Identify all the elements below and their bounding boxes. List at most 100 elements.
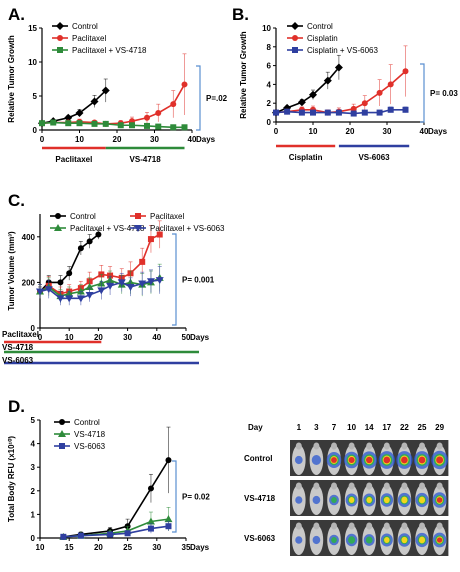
x-tick-label-a: 30 xyxy=(150,135,159,144)
data-point-c-3 xyxy=(146,278,155,286)
legend-label-c: Paclitaxel xyxy=(150,212,184,221)
mouse-image xyxy=(292,442,306,475)
y-tick-label-a: 15 xyxy=(28,24,37,33)
treatment-label-c: VS-6063 xyxy=(2,356,34,365)
data-point-b-2 xyxy=(324,109,331,116)
mouse-head xyxy=(436,482,443,490)
x-tick-label-c: 10 xyxy=(65,333,74,342)
mouse-image xyxy=(432,522,447,555)
mouse-image xyxy=(292,482,306,515)
series-b-2 xyxy=(273,106,409,117)
y-tick-label-d: 0 xyxy=(31,534,36,543)
data-point-a-1 xyxy=(181,81,188,88)
imaging-day-3: 3 xyxy=(314,423,319,432)
mouse-image xyxy=(327,522,341,555)
signal-yellow xyxy=(401,496,408,504)
mouse-head xyxy=(419,522,425,530)
mouse-head xyxy=(313,522,320,530)
mouse-head xyxy=(419,442,425,450)
y-tick-label-b: 8 xyxy=(267,43,272,52)
legend-label-b: Cisplatin + VS-6063 xyxy=(307,46,378,55)
mouse-image xyxy=(378,442,395,475)
x-tick-label-c: 30 xyxy=(123,333,132,342)
x-tick-label-a: 40 xyxy=(188,135,197,144)
imaging-day-1: 1 xyxy=(297,423,302,432)
mouse-head xyxy=(383,522,390,530)
x-tick-label-d: 10 xyxy=(36,543,45,552)
signal-mid xyxy=(331,536,337,544)
chart-a: 0 10 20 30 40 0 5 10 15 Days Relative Tumor Growth… xyxy=(7,22,228,164)
legend-label-d: VS-6063 xyxy=(74,442,106,451)
panel-label-b: B. xyxy=(232,5,249,24)
data-point-b-2 xyxy=(273,109,279,116)
data-point-c-1 xyxy=(147,236,154,243)
treatment-a-0: Paclitaxel xyxy=(42,146,106,164)
series-a-0 xyxy=(38,78,110,128)
y-axis-label-b: Relative Tumor Growth xyxy=(239,31,248,119)
data-point-c-1 xyxy=(139,258,146,265)
signal-red xyxy=(436,456,444,464)
y-tick-label-c: 0 xyxy=(31,324,36,333)
mouse-image xyxy=(396,442,413,475)
x-tick-label-c: 0 xyxy=(38,333,43,342)
imaging-day-14: 14 xyxy=(365,423,374,432)
x-tick-label-b: 40 xyxy=(420,127,429,136)
mouse-head xyxy=(419,482,425,490)
data-point-c-3 xyxy=(106,282,115,290)
data-point-b-2 xyxy=(298,109,305,116)
mouse-image xyxy=(380,522,394,555)
data-point-c-2 xyxy=(76,287,85,295)
imaging-day-29: 29 xyxy=(435,423,444,432)
data-point-a-2 xyxy=(65,120,72,127)
data-point-b-2 xyxy=(376,109,383,116)
data-point-b-1 xyxy=(387,81,394,88)
legend-label-d: VS-4718 xyxy=(74,430,106,439)
data-point-b-0 xyxy=(297,98,306,107)
x-axis-label-c: Days xyxy=(190,333,210,342)
legend-label-c: Paclitaxel + VS-4718 xyxy=(70,224,145,233)
chart-c: 0 10 20 30 40 50 0 200 400 Days Tumor Volume (mm³)… xyxy=(2,212,225,365)
p-value-d: P= 0.02 xyxy=(182,493,210,502)
legend-marker-c xyxy=(134,225,142,232)
x-tick-label-b: 0 xyxy=(274,127,279,136)
y-tick-label-d: 5 xyxy=(31,416,36,425)
data-point-b-0 xyxy=(309,90,317,99)
panel-label-a: A. xyxy=(8,5,25,24)
y-tick-label-d: 4 xyxy=(31,440,36,449)
signal-mid xyxy=(348,536,356,544)
mouse-head xyxy=(295,442,302,450)
imaging-day-17: 17 xyxy=(382,423,391,432)
treatment-label-b: Cisplatin xyxy=(289,153,323,162)
data-point-a-2 xyxy=(181,124,188,131)
mouse-image xyxy=(344,522,359,555)
data-point-b-1 xyxy=(361,100,368,107)
mouse-head xyxy=(366,522,373,530)
mouse-image xyxy=(343,442,360,475)
signal-yellow xyxy=(384,537,390,543)
panel-label-d: D. xyxy=(8,397,25,416)
data-point-c-0 xyxy=(66,270,73,277)
mouse-head xyxy=(401,442,408,450)
signal-red xyxy=(383,456,391,464)
mouse-image xyxy=(362,482,377,515)
treatment-label-a: VS-4718 xyxy=(130,155,162,164)
y-axis-label-c: Tumor Volume (mm³) xyxy=(7,231,16,311)
data-point-c-3 xyxy=(97,287,106,295)
signal-outer xyxy=(294,455,303,465)
data-point-c-3 xyxy=(76,295,85,303)
mouse-image xyxy=(362,522,377,555)
legend-marker-b xyxy=(291,22,299,30)
treatment-label-c: VS-4718 xyxy=(2,343,34,352)
signal-outer xyxy=(312,535,321,545)
data-point-a-1 xyxy=(170,101,177,108)
data-point-c-3 xyxy=(138,280,147,288)
legend-d: Control VS-4718 VS-6063 xyxy=(54,418,106,451)
data-point-b-0 xyxy=(334,63,343,72)
data-point-c-0 xyxy=(57,279,64,286)
x-axis-label-d: Days xyxy=(190,543,210,552)
mouse-image xyxy=(309,482,324,515)
data-point-b-1 xyxy=(376,89,383,96)
mouse-head xyxy=(331,442,337,450)
